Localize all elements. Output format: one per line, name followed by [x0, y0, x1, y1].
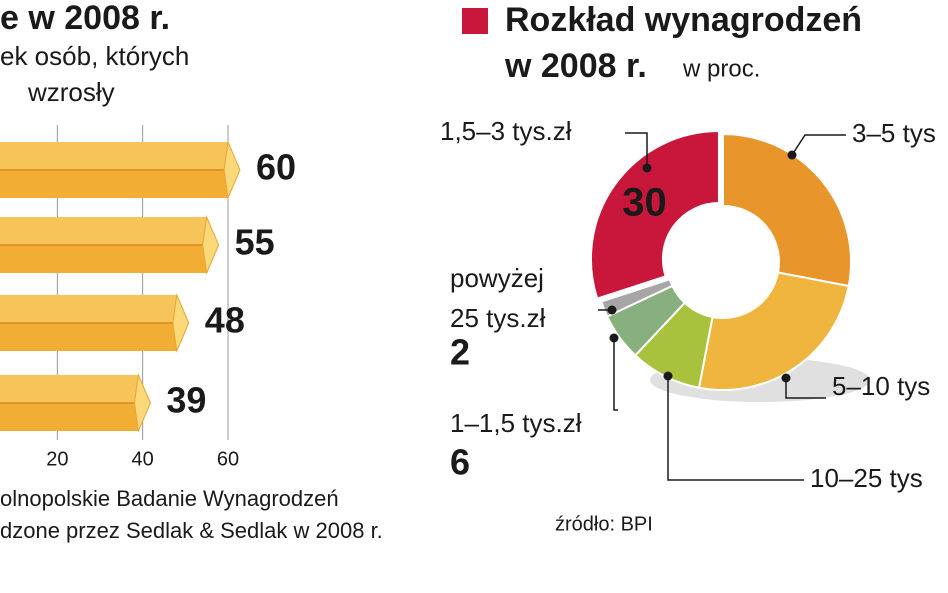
bar-top: [0, 295, 177, 323]
bar-cap: [133, 373, 151, 433]
bar-bottom: [0, 170, 228, 198]
donut-slice: [722, 132, 852, 288]
donut-slice: [589, 130, 720, 300]
title-marker: [462, 8, 488, 34]
left-subtitle: wzrosły: [27, 77, 115, 107]
x-tick-label: 20: [46, 448, 68, 470]
bar-cap: [202, 215, 220, 275]
bar-cap: [223, 140, 241, 200]
x-tick-label: 40: [132, 448, 154, 470]
left-subtitle: ek osób, których: [0, 41, 189, 71]
bar-cap: [172, 293, 190, 353]
bar: [0, 373, 151, 433]
leader-dot: [642, 163, 652, 173]
left-title: e w 2008 r.: [0, 0, 170, 37]
bar-bottom: [0, 245, 207, 273]
bar: [0, 140, 241, 200]
bar-bottom: [0, 323, 177, 351]
leader-dot: [607, 305, 617, 315]
category-label: 1,5–3 tys.zł: [440, 116, 572, 146]
bar: [0, 215, 220, 275]
value-label: 39: [166, 380, 206, 421]
value-label: 6: [450, 442, 470, 483]
bar-top: [0, 142, 228, 170]
note: dzone przez Sedlak & Sedlak w 2008 r.: [0, 518, 383, 543]
leader-dot: [609, 333, 619, 343]
value-label: 60: [256, 147, 296, 188]
value-label: 55: [235, 222, 275, 263]
category-label: powyżej 25 tys.zł: [450, 263, 546, 333]
category-label: 3–5 tys: [852, 118, 936, 148]
right-title: Rozkład wynagrodzeń: [505, 1, 862, 39]
unit: w proc.: [682, 55, 760, 82]
bar: [0, 293, 190, 353]
bar-top: [0, 375, 139, 403]
leader-line: [613, 338, 618, 411]
leader-dot: [787, 150, 797, 160]
leader-dot: [781, 373, 791, 383]
bar-top: [0, 217, 207, 245]
value-label: 48: [205, 300, 245, 341]
leader-line: [625, 132, 648, 168]
category-label: 10–25 tys: [810, 463, 923, 493]
source: źródło: BPI: [555, 513, 653, 535]
donut-slice: [600, 278, 674, 318]
right-title: w 2008 r.: [504, 47, 647, 85]
donut-slice: [697, 271, 850, 391]
value-label: 2: [450, 332, 470, 373]
leader-dot: [663, 371, 673, 381]
leader-line: [785, 378, 826, 399]
leader-line: [667, 376, 804, 481]
leader-line: [791, 134, 846, 156]
x-tick-label: 60: [217, 448, 239, 470]
note: olnopolskie Badanie Wynagrodzeń: [0, 486, 339, 511]
category-label: 1–1,5 tys.zł: [450, 408, 582, 438]
value-label: 30: [622, 181, 667, 225]
bar-bottom: [0, 403, 139, 431]
category-label: 5–10 tys: [832, 371, 930, 401]
